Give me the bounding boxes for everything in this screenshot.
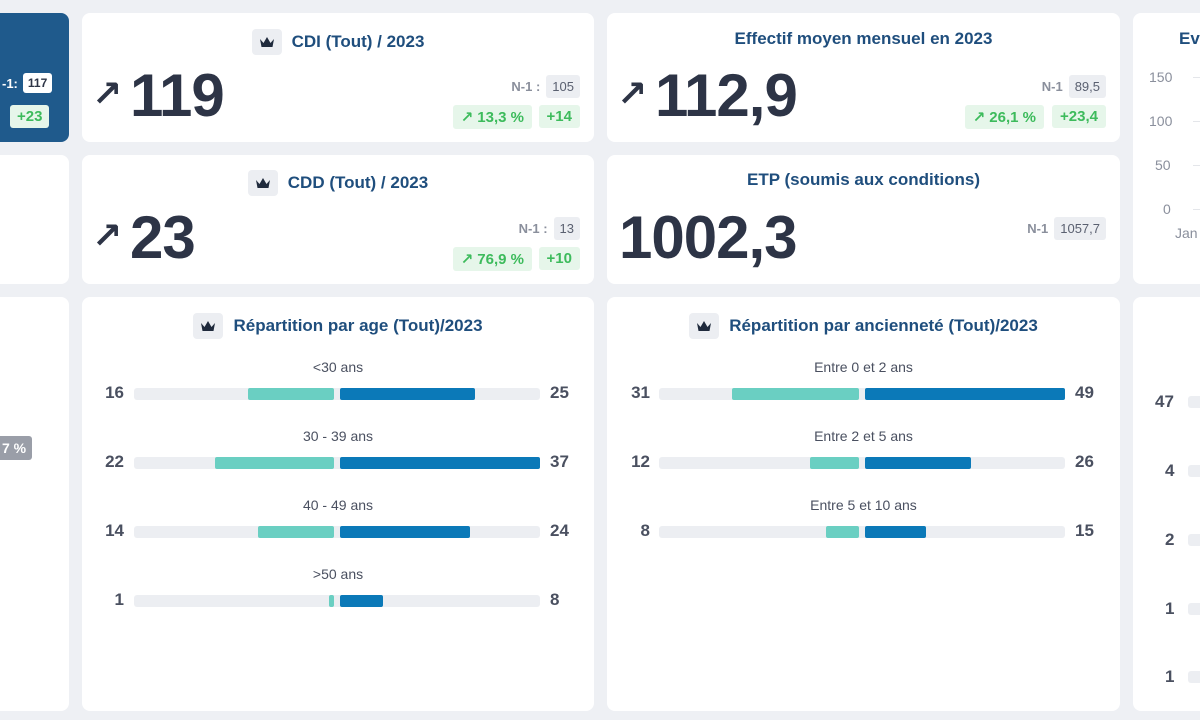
cdd-value: 23 <box>130 204 196 271</box>
evolution-card: Ev 150 100 50 0 Jan <box>1133 13 1200 284</box>
right-value: 47 <box>1155 392 1174 411</box>
age-left-value: 22 <box>105 452 124 471</box>
right-card: 47 4 2 1 1 <box>1133 297 1200 711</box>
cdd-n1: N-1 :13 <box>519 217 580 240</box>
cdi-pct: ↗ 13,3 % <box>452 105 532 129</box>
left-diff-pill: +23 <box>10 105 50 128</box>
age-right-value: 37 <box>550 452 569 471</box>
y-tick: 150 <box>1149 69 1173 85</box>
anciennete-bar-right <box>865 526 927 538</box>
age-bar-left <box>258 526 334 538</box>
anciennete-left-value: 8 <box>640 521 650 540</box>
right-value: 1 <box>1165 667 1175 686</box>
left-pct-badge: 7 % <box>0 436 33 460</box>
y-tick: 50 <box>1155 157 1171 173</box>
age-bar-left <box>328 595 334 607</box>
trend-up-icon: ↗ <box>92 215 123 256</box>
anciennete-right-value: 26 <box>1075 452 1094 471</box>
trend-up-icon: ↗ <box>617 73 648 114</box>
left-kpi-card: -1: 117 +23 <box>0 13 69 142</box>
anciennete-bar-left <box>826 526 859 538</box>
crown-icon[interactable] <box>689 313 720 339</box>
left-card-middle <box>0 155 69 284</box>
age-bar-right <box>340 388 476 400</box>
age-row-label: >50 ans <box>312 566 364 582</box>
effectif-title: Effectif moyen mensuel en 2023 <box>734 29 993 48</box>
anciennete-right-value: 15 <box>1075 521 1094 540</box>
age-row-label: 30 - 39 ans <box>302 428 374 444</box>
age-bar-track <box>134 388 540 400</box>
etp-n1: N-1 1057,7 <box>1027 217 1106 240</box>
right-value: 4 <box>1165 461 1175 480</box>
anciennete-bar-right <box>865 388 1065 400</box>
age-bar-right <box>340 526 470 538</box>
age-row-label: 40 - 49 ans <box>302 497 374 513</box>
anciennete-left-value: 12 <box>631 452 650 471</box>
effectif-diff: +23,4 <box>1052 105 1106 128</box>
effectif-card: Effectif moyen mensuel en 2023 ↗ 112,9 N… <box>607 13 1120 142</box>
cdi-card: CDI (Tout) / 2023 ↗ 119 N-1 :105 ↗ 13,3 … <box>82 13 594 142</box>
anciennete-bar-left <box>810 457 859 469</box>
anciennete-bar-right <box>865 457 972 469</box>
y-tick: 0 <box>1163 201 1171 217</box>
age-left-value: 1 <box>114 590 124 609</box>
left-n1-value: 117 <box>22 73 53 93</box>
cdi-diff: +14 <box>538 105 580 128</box>
cdi-n1: N-1 :105 <box>511 75 580 98</box>
right-value: 1 <box>1165 599 1175 618</box>
cdd-title: CDD (Tout) / 2023 <box>82 170 594 196</box>
evolution-title: Ev <box>1179 29 1200 48</box>
age-right-value: 24 <box>550 521 569 540</box>
crown-icon[interactable] <box>193 313 224 339</box>
age-bar-right <box>340 457 540 469</box>
left-n1-label: -1: <box>2 75 18 91</box>
age-bar-left <box>215 457 334 469</box>
left-card-bottom: 7 % <box>0 297 69 711</box>
effectif-value: 112,9 <box>655 62 798 129</box>
anciennete-row-label: Entre 2 et 5 ans <box>814 428 913 444</box>
etp-title: ETP (soumis aux conditions) <box>747 170 980 189</box>
effectif-pct: ↗ 26,1 % <box>964 105 1044 129</box>
anciennete-row-label: Entre 0 et 2 ans <box>814 359 913 375</box>
age-title: Répartition par age (Tout)/2023 <box>82 313 594 339</box>
trend-up-icon: ↗ <box>92 73 123 114</box>
age-left-value: 16 <box>105 383 124 402</box>
age-left-value: 14 <box>105 521 124 540</box>
x-tick: Jan <box>1175 225 1198 241</box>
age-bar-track <box>134 595 540 607</box>
anciennete-row-label: Entre 5 et 10 ans <box>810 497 917 513</box>
age-right-value: 8 <box>550 590 560 609</box>
age-card: Répartition par age (Tout)/2023 <30 ans 1… <box>82 297 594 711</box>
age-bar-track <box>134 526 540 538</box>
cdi-value: 119 <box>130 62 225 129</box>
y-tick: 100 <box>1149 113 1173 129</box>
age-bar-left <box>247 388 334 400</box>
anciennete-bar-track <box>659 526 1065 538</box>
crown-icon[interactable] <box>251 29 282 55</box>
anciennete-card: Répartition par ancienneté (Tout)/2023 E… <box>607 297 1120 711</box>
cdi-title: CDI (Tout) / 2023 <box>82 29 594 55</box>
anciennete-bar-left <box>732 388 859 400</box>
anciennete-title: Répartition par ancienneté (Tout)/2023 <box>607 313 1120 339</box>
cdd-pct: ↗ 76,9 % <box>452 247 532 271</box>
anciennete-right-value: 49 <box>1075 383 1094 402</box>
anciennete-bar-track <box>659 457 1065 469</box>
age-row-label: <30 ans <box>312 359 364 375</box>
anciennete-left-value: 31 <box>631 383 650 402</box>
effectif-n1: N-1 89,5 <box>1042 75 1106 98</box>
etp-value: 1002,3 <box>619 204 798 271</box>
cdd-card: CDD (Tout) / 2023 ↗ 23 N-1 :13 ↗ 76,9 % … <box>82 155 594 284</box>
right-value: 2 <box>1165 530 1175 549</box>
crown-icon[interactable] <box>247 170 278 196</box>
etp-card: ETP (soumis aux conditions) 1002,3 N-1 10… <box>607 155 1120 284</box>
age-right-value: 25 <box>550 383 569 402</box>
cdd-diff: +10 <box>538 247 580 270</box>
age-bar-right <box>340 595 384 607</box>
